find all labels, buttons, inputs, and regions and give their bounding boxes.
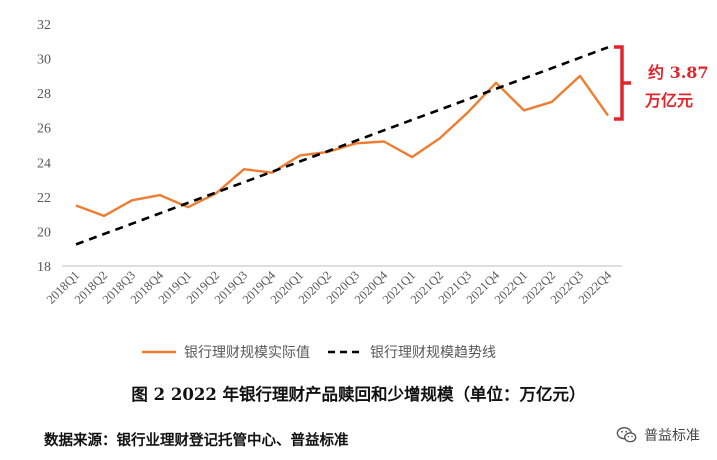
wechat-icon: [616, 426, 637, 443]
watermark: 普益标准: [616, 424, 700, 446]
series-actual-line: [75, 74, 609, 218]
x-axis-ticks: 2018Q12018Q22018Q32018Q42019Q12019Q22019…: [44, 268, 615, 307]
figure-caption: 图 2 2022 年银行理财产品赎回和少增规模（单位：万亿元）: [131, 385, 586, 404]
series-group: [75, 46, 609, 246]
y-tick-label: 20: [37, 225, 51, 240]
annotation-bracket: [614, 45, 631, 121]
y-tick-label: 30: [37, 53, 51, 68]
legend-label-trend: 银行理财规模趋势线: [370, 345, 496, 361]
annotation-value: 约 3.87: [648, 63, 709, 82]
legend-label-actual: 银行理财规模实际值: [184, 345, 310, 361]
y-tick-label: 24: [37, 156, 51, 171]
series-trend-line: [75, 46, 609, 246]
y-axis: 18 20 22 24 26 28 30 32: [37, 18, 51, 275]
y-tick-label: 26: [37, 122, 51, 137]
watermark-label: 普益标准: [644, 428, 700, 444]
annotation-unit: 万亿元: [644, 91, 693, 110]
y-tick-label: 32: [37, 18, 51, 33]
y-tick-label: 28: [37, 87, 51, 102]
legend: 银行理财规模实际值 银行理财规模趋势线: [142, 345, 496, 361]
x-tick-label: 2022Q4: [576, 268, 615, 307]
y-tick-label: 22: [37, 191, 51, 206]
data-source: 数据来源：银行业理财登记托管中心、普益标准: [44, 432, 349, 449]
y-tick-label: 18: [37, 260, 51, 275]
